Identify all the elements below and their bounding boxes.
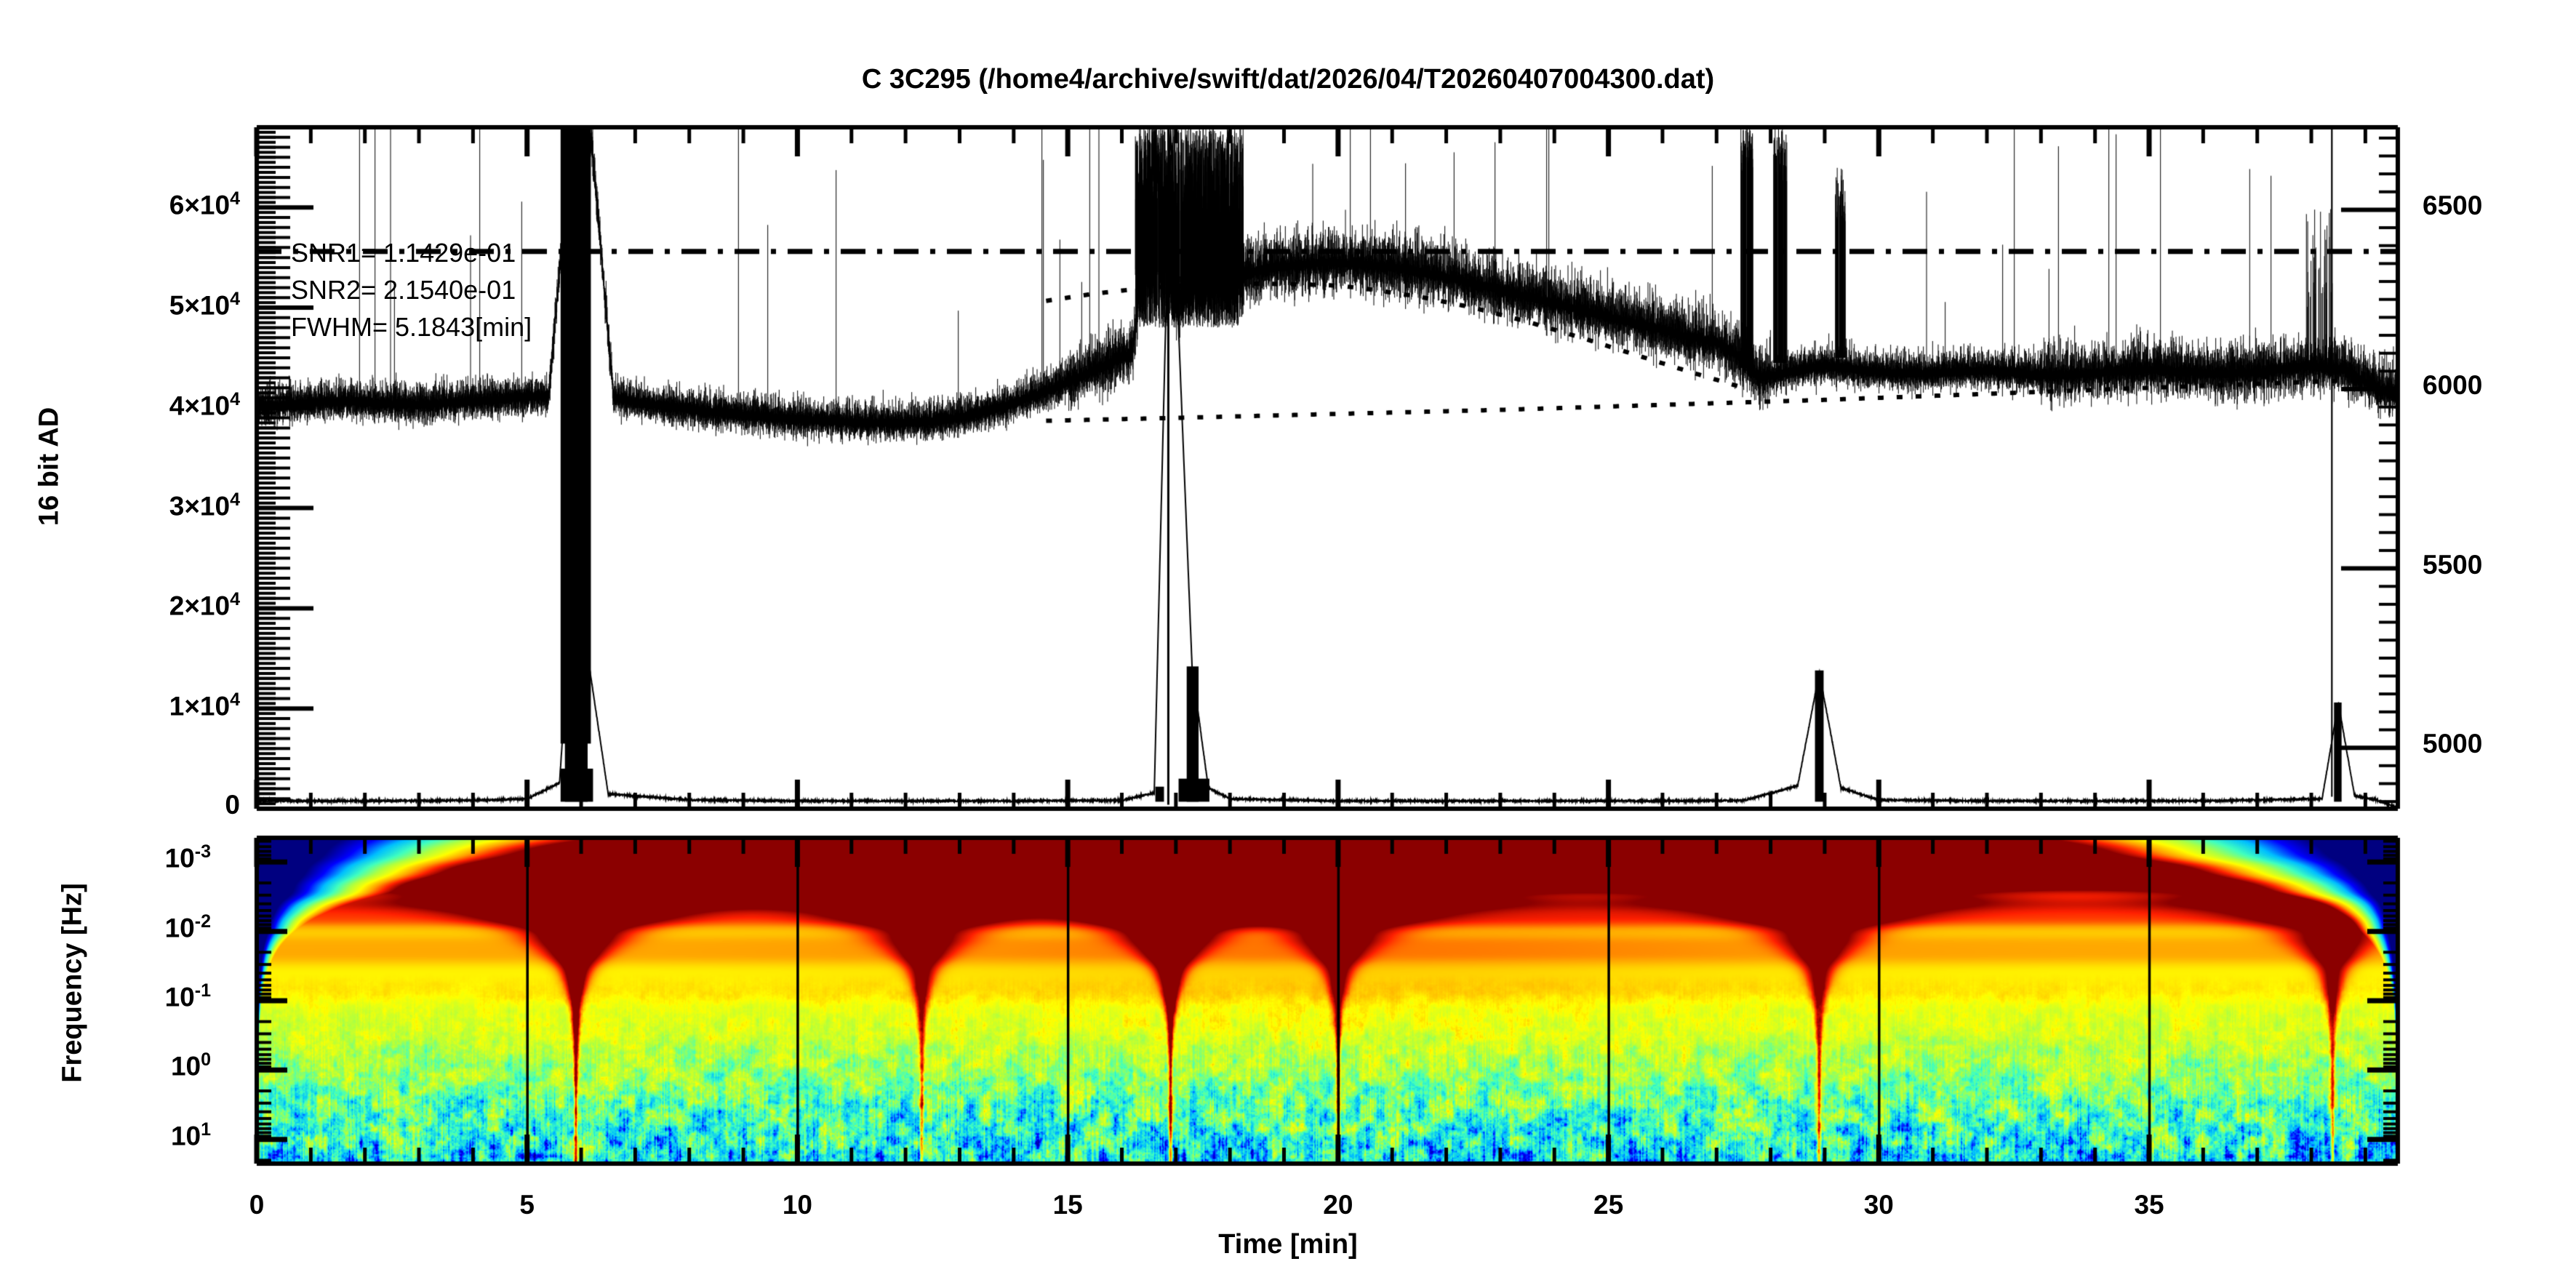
ytick-left-30000: 3×104 [169, 489, 240, 521]
ytick-left-60000: 6×104 [169, 188, 240, 220]
top-panel-ylabel: 16 bit AD [33, 407, 65, 527]
xtick-0: 0 [249, 1190, 265, 1220]
xtick-35: 35 [2134, 1190, 2164, 1220]
annotation-fwhm: FWHM= 5.1843[min] [291, 312, 532, 342]
ytick-right-5000: 5000 [2423, 729, 2483, 759]
ftick-1e-1: 10-1 [164, 980, 211, 1012]
xtick-10: 10 [782, 1190, 812, 1220]
ytick-left-40000: 4×104 [169, 388, 240, 421]
xtick-25: 25 [1593, 1190, 1624, 1220]
ytick-left-50000: 5×104 [169, 289, 240, 321]
xtick-5: 5 [519, 1190, 535, 1220]
xtick-30: 30 [1863, 1190, 1894, 1220]
ftick-1e-3: 10-3 [164, 841, 211, 873]
ytick-right-6500: 6500 [2423, 191, 2483, 221]
xtick-15: 15 [1052, 1190, 1083, 1220]
xaxis-label: Time [min] [1218, 1229, 1358, 1260]
ytick-right-6000: 6000 [2423, 370, 2483, 400]
xtick-20: 20 [1323, 1190, 1353, 1220]
ytick-left-10000: 1×104 [169, 689, 240, 721]
annotation-snr2: SNR2= 2.1540e-01 [291, 275, 516, 305]
ytick-left-0: 0 [225, 790, 240, 820]
ytick-left-20000: 2×104 [169, 589, 240, 621]
annotation-snr1: SNR1= 1.1429e-01 [291, 238, 516, 268]
ftick-1e1: 101 [170, 1119, 211, 1151]
ytick-right-5500: 5500 [2423, 549, 2483, 580]
ftick-1e-2: 10-2 [164, 911, 211, 943]
ftick-1e0: 100 [170, 1049, 211, 1081]
figure-title: C 3C295 (/home4/archive/swift/dat/2026/0… [861, 64, 1715, 95]
